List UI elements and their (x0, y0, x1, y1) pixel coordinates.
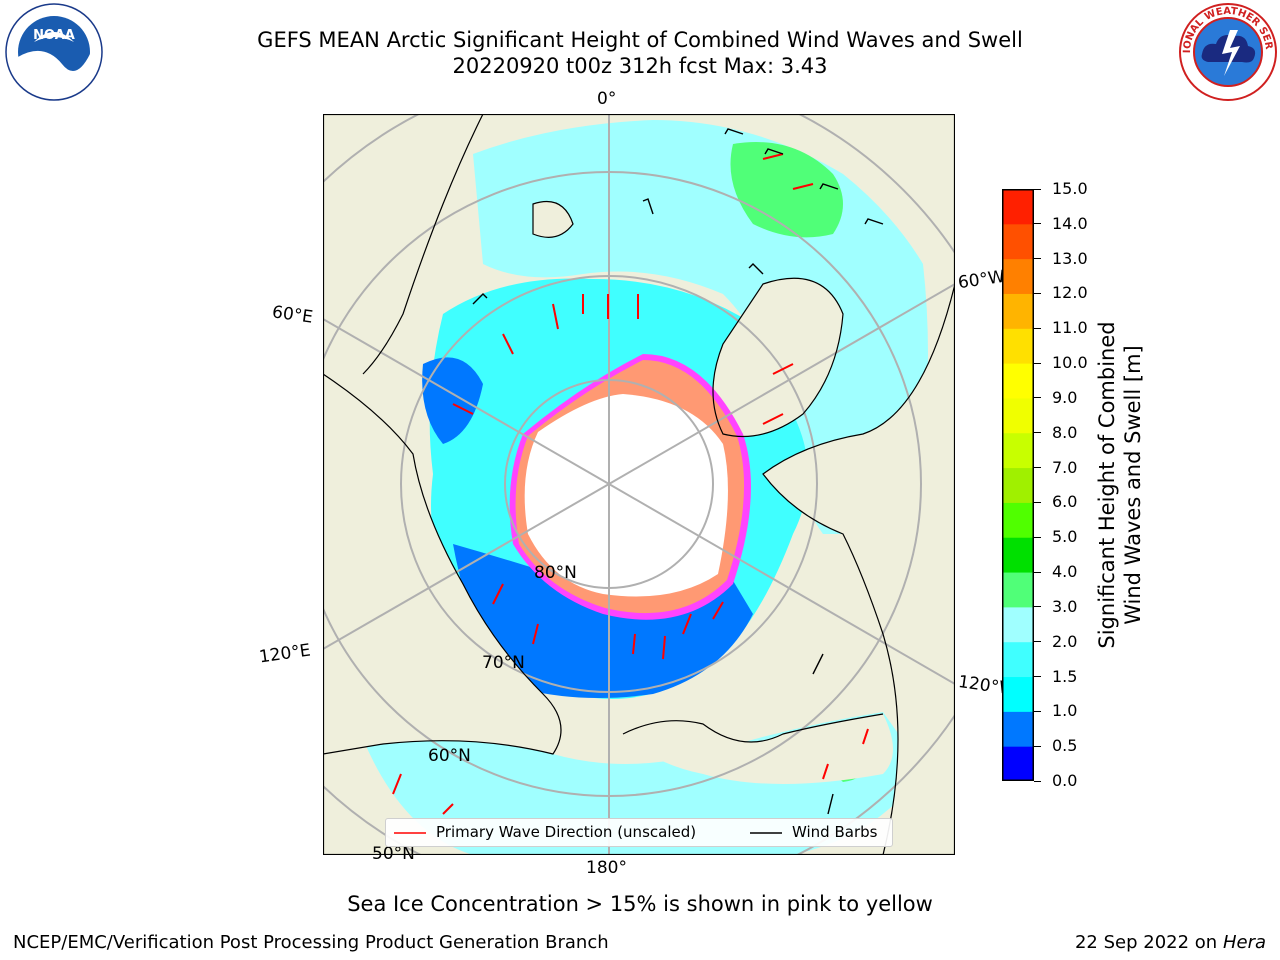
wave-arrows (392, 153, 869, 815)
colorbar-tick-label: 10.0 (1052, 353, 1088, 373)
colorbar-tick-label: 0.0 (1052, 771, 1078, 790)
colorbar-tick-label: 5.0 (1052, 527, 1078, 547)
colorbar-segment (1002, 189, 1034, 225)
colorbar-tick-mark (1034, 536, 1041, 538)
colorbar-tick-mark (1034, 258, 1041, 260)
lon-label-0: 0° (597, 89, 617, 109)
colorbar-segment (1002, 572, 1034, 608)
sea-ice-note: Sea Ice Concentration > 15% is shown in … (347, 892, 933, 916)
colorbar-tick-mark (1034, 467, 1041, 469)
colorbar-tick-mark (1034, 606, 1041, 608)
colorbar-tick-mark (1034, 676, 1041, 678)
wind-legend-line (750, 832, 782, 834)
scandinavia-land (323, 114, 483, 374)
footer-date: 22 Sep 2022 on (1074, 932, 1218, 953)
lat-label-60: 60°N (428, 746, 471, 766)
greenland-land (713, 278, 843, 437)
colorbar-tick-label: 9.0 (1052, 387, 1078, 407)
colorbar-tick-label: 14.0 (1052, 213, 1088, 233)
colorbar-tick-mark (1034, 745, 1041, 747)
chart-subtitle: 20220920 t00z 312h fcst Max: 3.43 (452, 54, 828, 78)
colorbar-frame (1002, 189, 1034, 781)
coastlines (323, 114, 955, 855)
barents-region (422, 357, 483, 444)
colorbar-segment (1002, 537, 1034, 573)
colorbar-segment (1002, 258, 1034, 294)
colorbar-segment (1002, 502, 1034, 538)
colorbar-tick-label: 12.0 (1052, 283, 1088, 303)
lon-label-60e: 60°E (270, 302, 315, 328)
colorbar-title: Significant Height of Combined Wind Wave… (1095, 85, 1158, 648)
alaska-land (623, 714, 893, 784)
colorbar-tick-label: 11.0 (1052, 318, 1088, 338)
map-frame (323, 114, 955, 855)
colorbar-tick-label: 6.0 (1052, 492, 1078, 512)
colorbar (1002, 189, 1034, 781)
map-legend: Primary Wave Direction (unscaled) Wind B… (385, 818, 893, 847)
colorbar-tick-mark (1034, 362, 1041, 364)
footer-left: NCEP/EMC/Verification Post Processing Pr… (13, 932, 609, 953)
lat-label-70: 70°N (482, 653, 525, 673)
colorbar-segment (1002, 293, 1034, 329)
colorbar-tick-label: 8.0 (1052, 422, 1078, 442)
svalbard-land (533, 201, 573, 238)
colorbar-tick-mark (1034, 188, 1041, 190)
colorbar-tick-mark (1034, 327, 1041, 329)
colorbar-segment (1002, 606, 1034, 643)
colorbar-segment (1002, 641, 1034, 678)
colorbar-tick-label: 4.0 (1052, 562, 1078, 582)
colorbar-tick-label: 3.0 (1052, 596, 1078, 616)
colorbar-tick-mark (1034, 710, 1041, 712)
greenland-sea-green-patch (730, 142, 843, 238)
colorbar-segment (1002, 676, 1034, 712)
colorbar-tick-mark (1034, 571, 1041, 573)
colorbar-segment (1002, 711, 1034, 747)
colorbar-tick-label: 1.5 (1052, 666, 1078, 686)
footer-right: 22 Sep 2022 on Hera (1075, 932, 1266, 954)
colorbar-segment (1002, 467, 1034, 503)
lon-label-60w: 60°W (956, 266, 1007, 294)
wind-legend-label: Wind Barbs (792, 823, 878, 841)
lon-label-180: 180° (586, 858, 627, 878)
colorbar-tick-mark (1034, 432, 1041, 434)
colorbar-segment (1002, 328, 1034, 364)
colorbar-title-line1: Significant Height of Combined (1095, 321, 1119, 649)
canada-land (763, 284, 955, 855)
colorbar-title-line2: Wind Waves and Swell [m] (1121, 345, 1145, 625)
colorbar-ticks: 0.0 0.5 1.0 1.5 2.0 3.0 4.0 5.0 6.0 7.0 8.0 9.0 10.0… (1034, 180, 1104, 790)
siberia-land (323, 374, 561, 754)
wave-legend-line (394, 832, 426, 834)
wind-barbs (472, 128, 884, 815)
colorbar-segment (1002, 746, 1034, 781)
colorbar-segment (1002, 223, 1034, 260)
colorbar-tick-mark (1034, 292, 1041, 294)
colorbar-tick-label: 7.0 (1052, 457, 1078, 477)
colorbar-tick-mark (1034, 780, 1041, 782)
wave-legend-label: Primary Wave Direction (unscaled) (436, 823, 697, 841)
colorbar-tick-label: 13.0 (1052, 248, 1088, 268)
colorbar-tick-mark (1034, 641, 1041, 643)
colorbar-tick-mark (1034, 501, 1041, 503)
colorbar-segment (1002, 363, 1034, 399)
nws-logo-icon: NATIONAL WEATHER SERVICE (1178, 2, 1277, 101)
colorbar-tick-label: 15.0 (1052, 179, 1088, 198)
colorbar-segment (1002, 432, 1034, 469)
footer-host: Hera (1222, 932, 1266, 953)
colorbar-segment (1002, 397, 1034, 434)
colorbar-tick-mark (1034, 223, 1041, 225)
colorbar-tick-label: 1.0 (1052, 701, 1078, 721)
lat-label-80: 80°N (534, 563, 577, 583)
arctic-map (323, 114, 955, 855)
colorbar-tick-label: 0.5 (1052, 736, 1078, 756)
noaa-logo-icon: NOAA (5, 3, 103, 101)
colorbar-tick-mark (1034, 397, 1041, 399)
colorbar-tick-label: 2.0 (1052, 631, 1078, 651)
lon-label-120e: 120°E (257, 640, 312, 668)
chart-title: GEFS MEAN Arctic Significant Height of C… (257, 28, 1023, 52)
lat-label-50: 50°N (372, 844, 415, 864)
noaa-logo-text: NOAA (33, 28, 75, 43)
